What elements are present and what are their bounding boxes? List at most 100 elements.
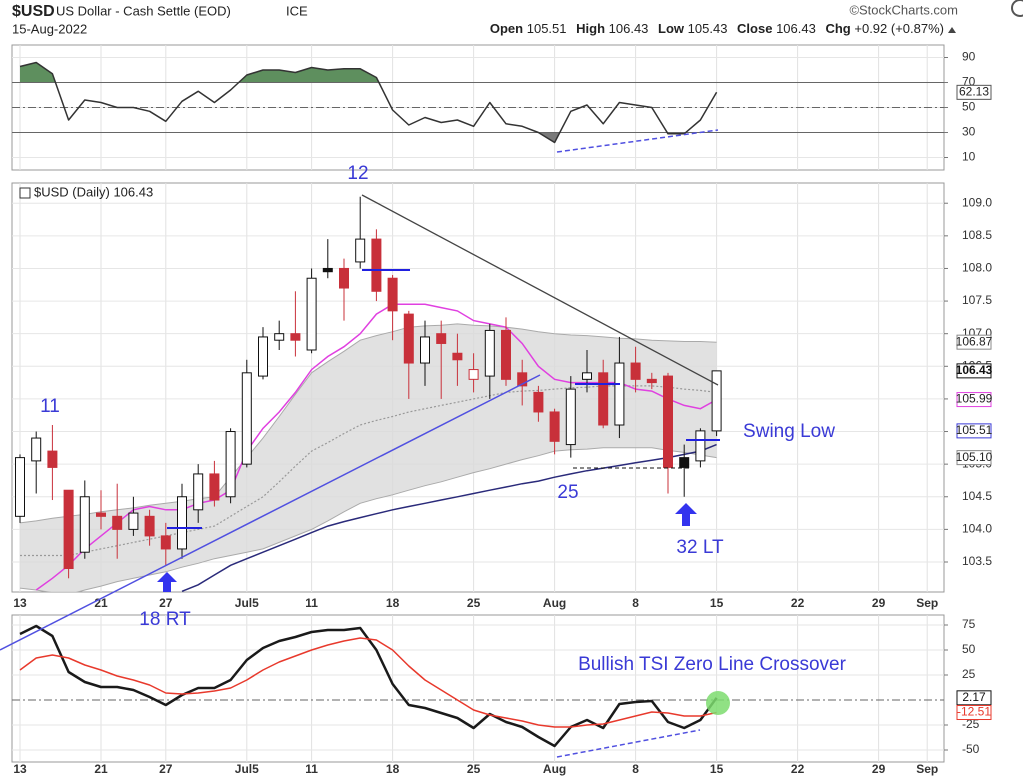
candle-body: [582, 372, 592, 380]
candle-body: [339, 267, 349, 289]
x-tick-label: 22: [791, 596, 805, 610]
candle-body: [436, 333, 447, 344]
band-fill: [20, 323, 717, 592]
y-tick-label: 109.0: [962, 195, 992, 209]
band-lower: [19, 447, 717, 592]
candle-body: [598, 372, 609, 426]
trend-line: [0, 374, 541, 651]
candle-body: [403, 313, 414, 364]
candle-body: [501, 329, 511, 380]
band-upper: [19, 323, 717, 524]
candle-body: [258, 336, 268, 377]
candle-body: [225, 431, 236, 498]
end-label: 106.43: [956, 363, 993, 377]
x-tick-label: 13: [13, 596, 27, 610]
end-label-box: [956, 334, 992, 350]
divergence-line: [556, 129, 719, 153]
candle-body: [128, 512, 139, 530]
candle-body: [549, 411, 560, 442]
x-tick-label: 25: [467, 596, 481, 610]
candle-body: [565, 388, 576, 446]
x-tick-label: 21: [94, 762, 108, 776]
candle-body: [144, 515, 155, 537]
end-label-box: [956, 450, 992, 466]
x-tick-label: Sep: [916, 762, 938, 776]
series-title: $USD (Daily) 106.43: [34, 184, 153, 199]
end-label-box: [956, 423, 992, 439]
candle-body: [630, 362, 641, 380]
candle-body: [646, 378, 657, 384]
series-line: [19, 61, 718, 144]
x-tick-label: 8: [632, 596, 639, 610]
candle-body: [387, 277, 398, 312]
candle-body: [322, 267, 333, 273]
x-tick-label: 22: [791, 762, 805, 776]
x-tick-label: 11: [305, 762, 318, 776]
candle-body: [79, 496, 90, 553]
y-tick-label: 104.5: [962, 489, 992, 503]
candle-body: [614, 362, 625, 426]
end-label: 62.13: [959, 85, 989, 99]
annotation: 25: [557, 482, 578, 503]
annotation-layer: 11 12 25 32 LT 18 RT Swing Low Bullish TSI Zer…: [0, 129, 847, 758]
source: ©StockCharts.com: [849, 2, 958, 17]
candle-body: [193, 473, 204, 511]
x-tick-label: Aug: [543, 596, 566, 610]
x-tick-label: 11: [305, 596, 318, 610]
end-label-box: [956, 705, 992, 721]
y-tick-label: 30: [962, 125, 976, 139]
candle-body: [209, 473, 220, 501]
x-tick-label: 29: [872, 762, 886, 776]
candle-body: [160, 535, 171, 550]
end-label: 105.51: [956, 423, 993, 437]
candle-body: [663, 375, 673, 468]
x-tick-label: 27: [159, 762, 173, 776]
candle-body: [452, 352, 463, 361]
x-tick-label: 15: [710, 596, 724, 610]
quote-value: 105.51: [527, 21, 567, 36]
candle-body: [15, 457, 25, 517]
y-tick-label: 75: [962, 617, 976, 631]
exchange: ICE: [286, 3, 308, 18]
candle-body: [274, 333, 285, 341]
quote-label: Low: [658, 21, 685, 36]
candle-body: [177, 496, 187, 550]
y-tick-label: 108.5: [962, 228, 992, 242]
symbol: $USD: [12, 3, 55, 20]
y-tick-label: 25: [962, 667, 976, 681]
date: 15-Aug-2022: [12, 21, 87, 36]
arrow: [157, 572, 177, 592]
x-tick-label: 29: [872, 596, 886, 610]
candle-body: [695, 430, 706, 462]
level-fill: [20, 62, 717, 83]
y-tick-label: 104.0: [962, 522, 992, 536]
candle-body: [679, 457, 690, 468]
instrument-name: US Dollar - Cash Settle (EOD): [56, 3, 231, 18]
y-tick-label: -50: [962, 742, 980, 756]
x-tick-label: 18: [386, 762, 400, 776]
annotation: 18 RT: [139, 609, 191, 630]
end-label: 105.99: [956, 392, 993, 406]
candle-body: [420, 336, 430, 364]
trend-line: [361, 194, 719, 386]
candle-body: [371, 238, 382, 292]
candle-body: [290, 333, 301, 341]
plot-area: [12, 61, 944, 144]
x-tick-label: 25: [467, 762, 481, 776]
candle-body: [355, 238, 366, 263]
annotation: 12: [347, 163, 368, 184]
end-label: 106.87: [956, 334, 993, 348]
candle-body: [484, 329, 495, 377]
y-tick-label: 50: [962, 100, 976, 114]
end-label: 105.10: [956, 450, 993, 464]
up-triangle: [948, 27, 956, 33]
y-tick-label: -25: [962, 717, 980, 731]
plot-layer: 103050709062.13103.5104.0104.5105.0105.5…: [11, 44, 993, 776]
quote-label: Chg: [825, 21, 850, 36]
candle-body: [241, 372, 252, 465]
series-line: [19, 637, 717, 728]
end-label-box: [956, 84, 992, 100]
quote: Open 105.51 High 106.43 Low 105.43 Close…: [490, 21, 944, 36]
panel: [11, 614, 945, 763]
